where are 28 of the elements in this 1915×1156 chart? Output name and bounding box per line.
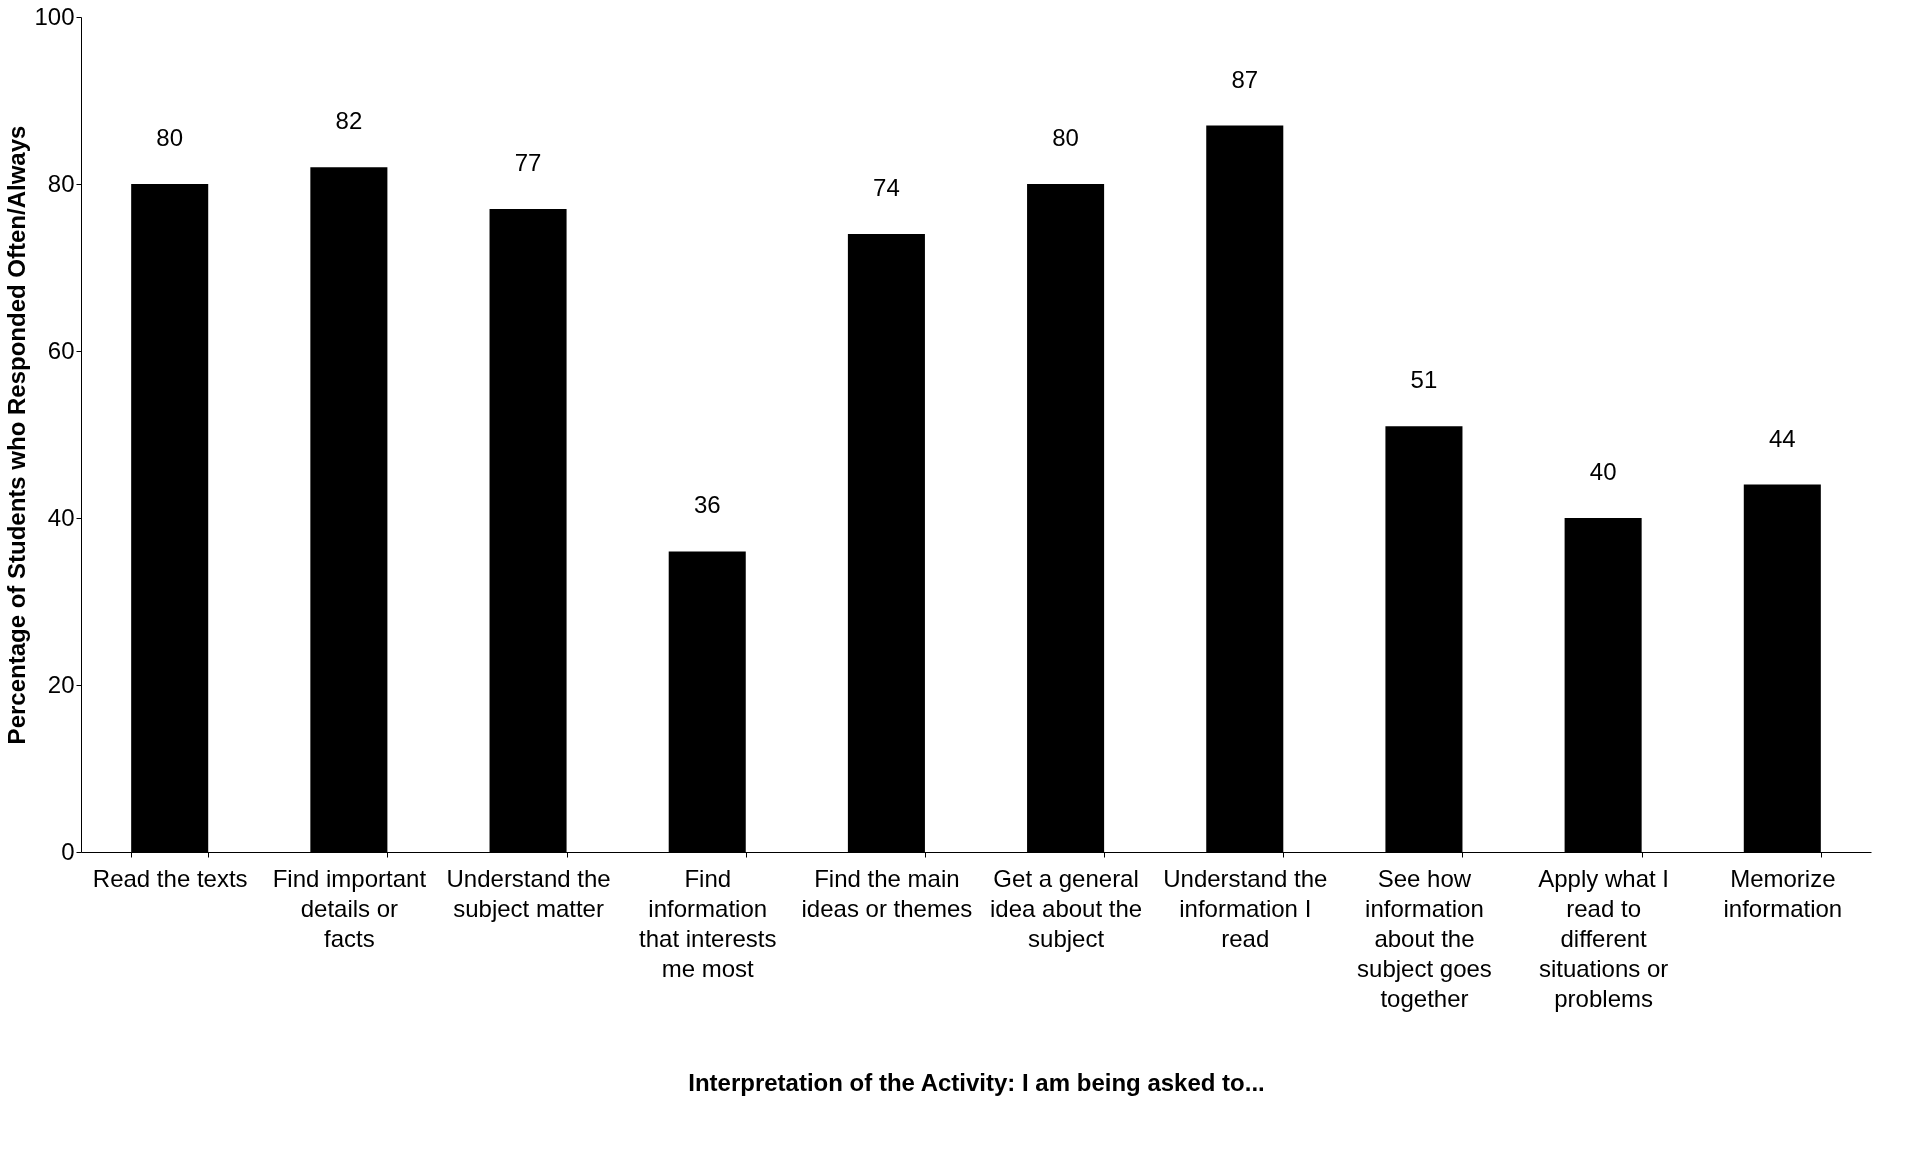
data-label: 51 [1410,366,1438,394]
data-label: 80 [156,124,184,151]
x-tick-label: Read the texts [92,864,248,892]
y-axis-title: Percentage of Students who Responded Often/Always [3,125,31,745]
y-tick-label: 60 [47,336,75,364]
data-label: 77 [514,149,542,177]
x-tick-label: Apply what I read to different situations or problems [1538,864,1669,1012]
x-tick-label: Find the main ideas or themes [801,864,973,922]
x-tick-label: Find information that interests me most [639,864,777,982]
data-label: 36 [693,491,721,519]
x-axis-title: Interpretation of the Activity: I am being asked to... [688,1068,1265,1096]
data-label: 40 [1589,458,1617,485]
data-label: 80 [1052,124,1079,151]
x-tick-label: See how information about the subject goes together [1357,864,1492,1012]
y-tick-label: 40 [47,503,75,531]
y-tick-label: 80 [47,169,75,197]
y-tick-label: 20 [47,670,75,698]
data-label: 82 [335,107,363,135]
data-label: 44 [1768,424,1796,452]
x-tick-label: Memorize information [1723,864,1843,922]
data-label: 74 [873,174,900,202]
x-tick-label: Understand the subject matter [446,864,611,922]
x-tick-label: Find important details or facts [272,864,427,952]
x-tick-label: Get a general idea about the subject [990,864,1143,952]
x-tick-label: Understand the information I read [1163,864,1328,952]
y-tick-label: 100 [34,2,75,30]
data-label: 87 [1231,65,1259,93]
y-tick-label: 0 [61,837,75,865]
